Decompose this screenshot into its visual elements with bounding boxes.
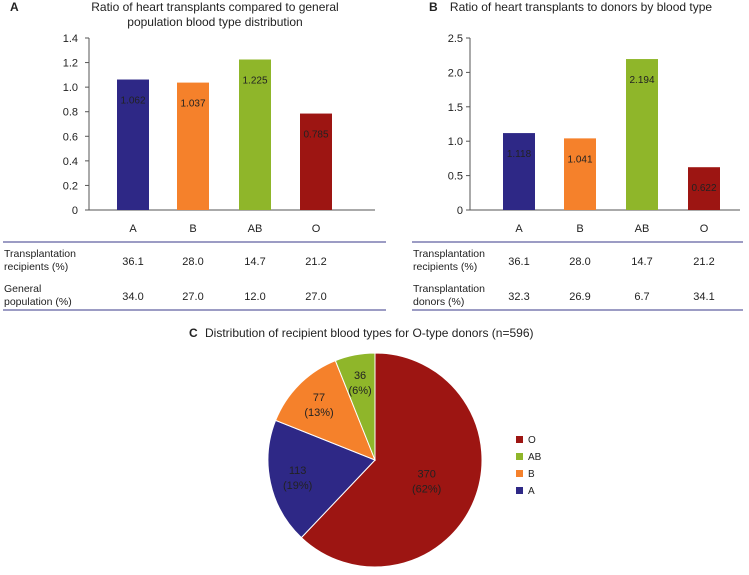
pie-slice-percent-label: (13%) — [304, 407, 333, 419]
panel-a-bar-a — [117, 79, 149, 210]
pie-slice-value-label: 113 — [289, 465, 307, 477]
panel-a-bar-o — [300, 113, 332, 210]
pie-slice-percent-label: (6%) — [348, 385, 371, 397]
panel-b-table-cell: 26.9 — [569, 291, 590, 303]
panel-b-bar-a — [503, 133, 535, 210]
pie-slice-percent-label: (62%) — [412, 484, 441, 496]
panel-b-table-cell: 34.1 — [693, 291, 714, 303]
panel-b-bar-value-label: 1.118 — [507, 149, 532, 160]
panel-b-y-tick-label: 2.5 — [448, 33, 463, 45]
panel-a-y-tick-label: 0.6 — [63, 131, 78, 143]
legend-label-ab: AB — [528, 452, 542, 463]
pie-slice-value-label: 36 — [354, 370, 366, 382]
panel-a-table-cell: 28.0 — [182, 256, 203, 268]
panel-a-table-cell: 12.0 — [244, 291, 265, 303]
pie-slice-ab — [334, 352, 376, 461]
panel-b-bar-ab — [626, 59, 658, 211]
panel-a-table-cell: 36.1 — [122, 256, 143, 268]
panel-b-bar-value-label: 2.194 — [629, 75, 654, 86]
panel-b-table-row-label: donors (%) — [413, 296, 464, 308]
panel-b-table-cell: 21.2 — [693, 256, 714, 268]
panel-b-y-tick-label: 2.0 — [448, 67, 463, 79]
panel-b-bar-value-label: 0.622 — [691, 183, 716, 194]
panel-b-table-row-label: recipients (%) — [413, 261, 477, 273]
panel-a-letter: A — [10, 0, 19, 14]
pie-slice-b — [274, 359, 376, 461]
pie-slice-o — [300, 352, 483, 568]
legend-label-a: A — [528, 486, 535, 497]
panel-a-y-tick-label: 0 — [72, 205, 78, 217]
panel-a-y-tick-label: 1.2 — [63, 58, 78, 70]
panel-b-bar-o — [688, 167, 720, 210]
panel-a-y-tick-label: 0.4 — [63, 156, 78, 168]
panel-b-title: Ratio of heart transplants to donors by … — [450, 0, 712, 14]
panel-a-title: Ratio of heart transplants compared to g… — [91, 0, 338, 14]
panel-b-y-tick-label: 1.0 — [448, 136, 463, 148]
panel-b-x-tick-label: A — [515, 223, 523, 235]
panel-a-y-tick-label: 0.8 — [63, 107, 78, 119]
pie-slice-value-label: 77 — [313, 392, 325, 404]
panel-a-table-cell: 34.0 — [122, 291, 143, 303]
panel-a-table-cell: 27.0 — [305, 291, 326, 303]
panel-b-table-row-label: Transplantation — [413, 248, 485, 260]
panel-b-x-tick-label: AB — [635, 223, 650, 235]
panel-b-table-cell: 32.3 — [508, 291, 529, 303]
panel-b-table-cell: 28.0 — [569, 256, 590, 268]
panel-a-table-cell: 21.2 — [305, 256, 326, 268]
legend-swatch-b — [516, 470, 523, 477]
panel-b-table-row-label: Transplantation — [413, 283, 485, 295]
panel-a-x-tick-label: O — [312, 223, 321, 235]
panel-a-table-cell: 14.7 — [244, 256, 265, 268]
panel-a-y-tick-label: 1.4 — [63, 33, 78, 45]
panel-a-x-tick-label: A — [129, 223, 137, 235]
legend-label-b: B — [528, 469, 535, 480]
panel-b-y-tick-label: 0 — [457, 205, 463, 217]
panel-b-table-cell: 6.7 — [634, 291, 649, 303]
panel-a-y-tick-label: 0.2 — [63, 180, 78, 192]
panel-a-title: population blood type distribution — [127, 15, 302, 29]
panel-a-bar-value-label: 1.062 — [120, 96, 145, 107]
panel-b-table-cell: 14.7 — [631, 256, 652, 268]
pie-slice-value-label: 370 — [418, 469, 436, 481]
pie-slice-percent-label: (19%) — [283, 480, 312, 492]
panel-b-y-tick-label: 0.5 — [448, 171, 463, 183]
legend-swatch-ab — [516, 453, 523, 460]
panel-a-x-tick-label: B — [189, 223, 196, 235]
panel-a-table-row-label: recipients (%) — [4, 261, 68, 273]
panel-b-bar-b — [564, 138, 596, 210]
panel-a-table-cell: 27.0 — [182, 291, 203, 303]
legend-label-o: O — [528, 435, 536, 446]
panel-a-bar-value-label: 1.225 — [242, 76, 267, 87]
panel-a-bar-value-label: 1.037 — [180, 99, 205, 110]
panel-b-letter: B — [429, 0, 438, 14]
panel-b-bar-value-label: 1.041 — [567, 154, 592, 165]
panel-a-table-row-label: Transplantation — [4, 248, 76, 260]
panel-b-x-tick-label: B — [576, 223, 583, 235]
panel-a-bar-value-label: 0.785 — [303, 130, 328, 141]
panel-c-title: Distribution of recipient blood types fo… — [205, 326, 534, 340]
panel-a-table-row-label: General — [4, 283, 41, 295]
panel-a-table-row-label: population (%) — [4, 296, 72, 308]
panel-b-table-cell: 36.1 — [508, 256, 529, 268]
panel-a-bar-ab — [239, 59, 271, 210]
panel-c-letter: C — [189, 326, 198, 340]
panel-a-x-tick-label: AB — [248, 223, 263, 235]
panel-b-x-tick-label: O — [700, 223, 709, 235]
panel-a-bar-b — [177, 82, 209, 210]
panel-a-y-tick-label: 1.0 — [63, 82, 78, 94]
panel-b-y-tick-label: 1.5 — [448, 102, 463, 114]
legend-swatch-o — [516, 436, 523, 443]
legend-swatch-a — [516, 487, 523, 494]
